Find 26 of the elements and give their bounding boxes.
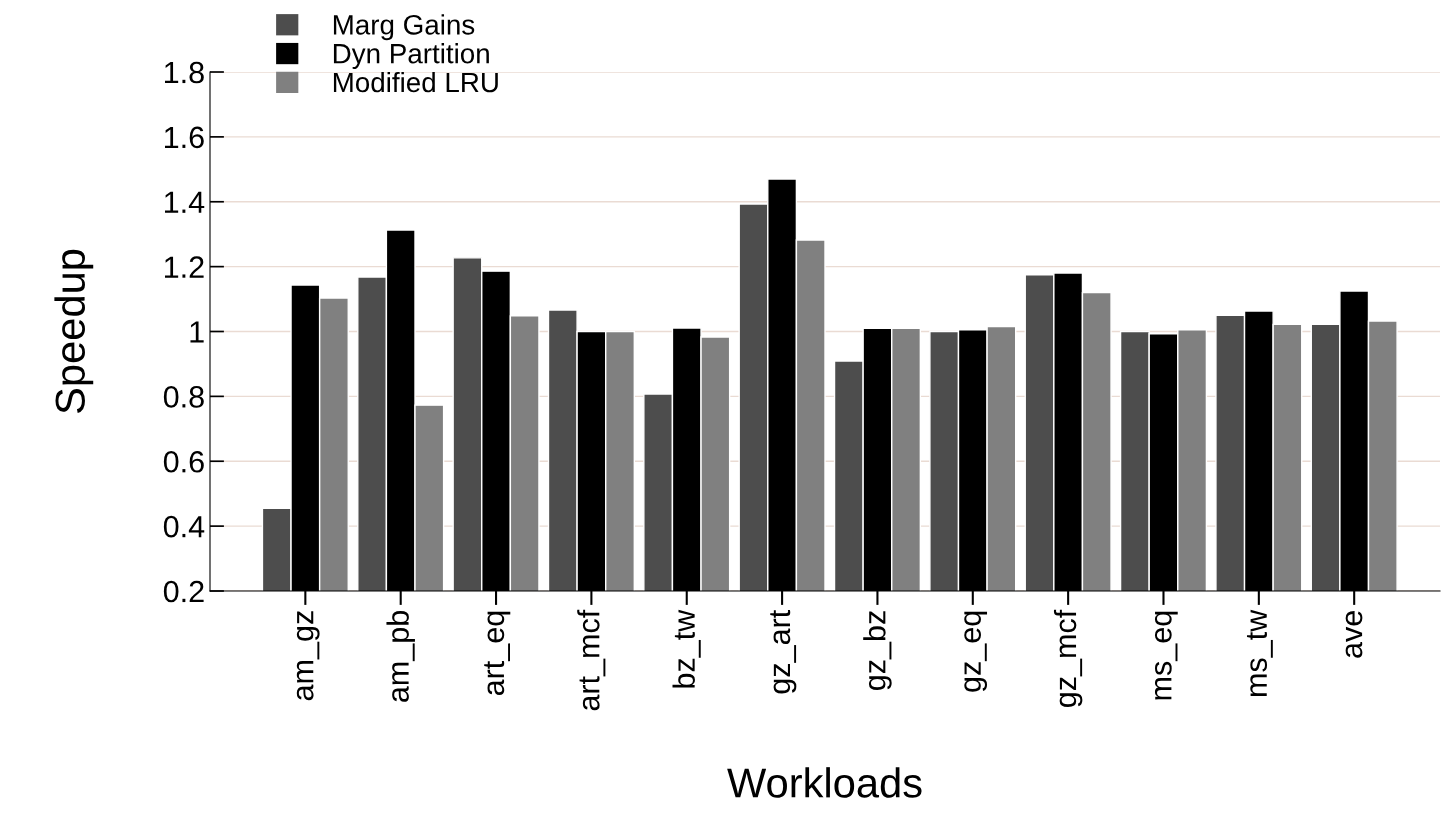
legend-label: Dyn Partition bbox=[333, 43, 489, 69]
x-tick-label: am_pb bbox=[386, 611, 415, 702]
x-tick-label: ms_tw bbox=[1246, 609, 1273, 696]
y-tick-label: 1.4 bbox=[165, 191, 205, 213]
y-axis-title: Speedup bbox=[54, 249, 94, 414]
y-tick-label: 0.4 bbox=[163, 515, 205, 538]
y-tick-label: 0.8 bbox=[163, 386, 204, 408]
x-tick-label: gz_art bbox=[770, 609, 797, 694]
legend-label: Modified LRU bbox=[333, 71, 498, 93]
x-tick-label: ave bbox=[1345, 611, 1363, 658]
y-tick-label: 1.2 bbox=[165, 256, 204, 278]
x-axis-title: Workloads bbox=[727, 767, 922, 798]
x-tick-label: gz_bz bbox=[863, 611, 892, 690]
x-tick-label: art_mcf bbox=[577, 609, 606, 711]
y-tick-label: 0.2 bbox=[163, 580, 204, 603]
x-tick-label: art_eq bbox=[484, 611, 511, 696]
y-tick-label: 0.6 bbox=[163, 450, 204, 473]
x-tick-label: am_gz bbox=[296, 611, 320, 701]
legend-label: Marg Gains bbox=[333, 14, 475, 41]
x-tick-label: gz_mcf bbox=[1053, 609, 1083, 707]
x-tick-label: gz_eq bbox=[964, 611, 988, 692]
x-tick-label: bz_tw bbox=[672, 609, 701, 688]
y-tick-label: 1.6 bbox=[165, 126, 204, 149]
x-tick-label: ms_eq bbox=[1154, 611, 1178, 700]
y-tick-label: 1.8 bbox=[165, 61, 204, 84]
y-tick-label: 1 bbox=[190, 321, 204, 343]
